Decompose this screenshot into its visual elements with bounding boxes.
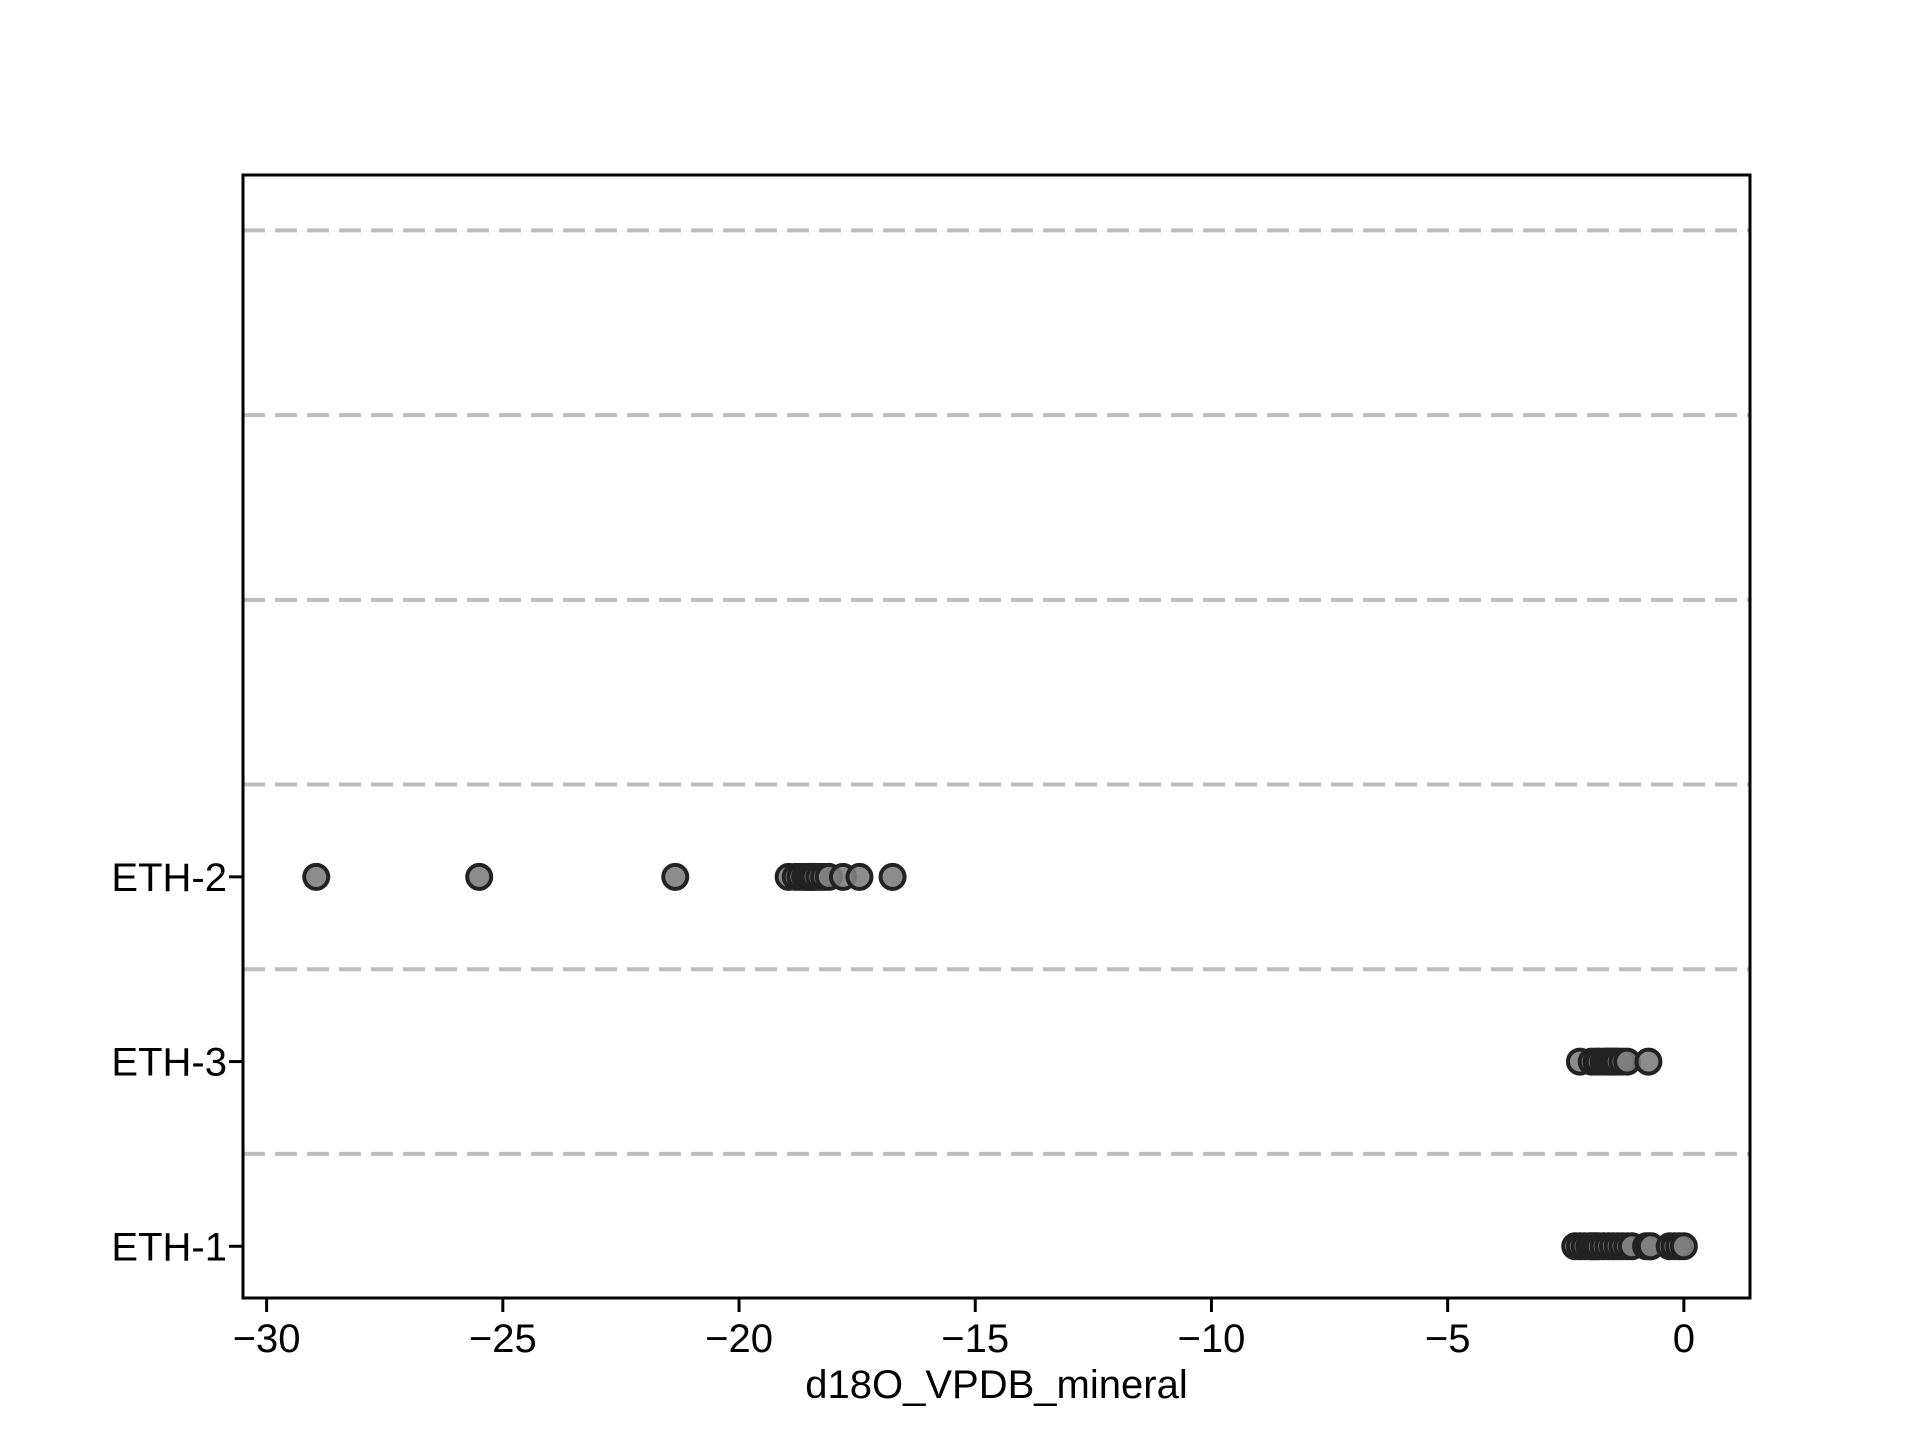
y-tick-label-eth-2: ETH-2 — [111, 856, 227, 900]
x-tick-label-2: −20 — [705, 1317, 773, 1361]
x-tick-label-4: −10 — [1178, 1317, 1246, 1361]
plot-frame — [241, 173, 1752, 1300]
data-point-eth-2-16 — [878, 862, 907, 891]
x-tick-label-6: 0 — [1673, 1317, 1695, 1361]
data-point-eth-1-21 — [1669, 1232, 1698, 1261]
data-point-eth-2-15 — [845, 862, 874, 891]
data-point-eth-2-2 — [661, 862, 690, 891]
x-tick-label-1: −25 — [469, 1317, 537, 1361]
x-tick-label-5: −5 — [1425, 1317, 1471, 1361]
x-tick-label-3: −15 — [941, 1317, 1009, 1361]
grid-lines — [243, 228, 1750, 1156]
x-axis-title: d18O_VPDB_mineral — [805, 1363, 1187, 1407]
x-tick-label-0: −30 — [233, 1317, 301, 1361]
y-tick-label-eth-3: ETH-3 — [111, 1041, 227, 1085]
data-points — [302, 862, 1698, 1261]
data-point-eth-3-13 — [1634, 1047, 1663, 1076]
x-axis: −30 −25 −20 −15 −10 −5 0 — [233, 1298, 1695, 1361]
data-point-eth-2-0 — [302, 862, 331, 891]
y-axis: ETH-1 ETH-3 ETH-2 — [111, 856, 243, 1269]
data-point-eth-2-1 — [465, 862, 494, 891]
y-tick-label-eth-1: ETH-1 — [111, 1225, 227, 1269]
